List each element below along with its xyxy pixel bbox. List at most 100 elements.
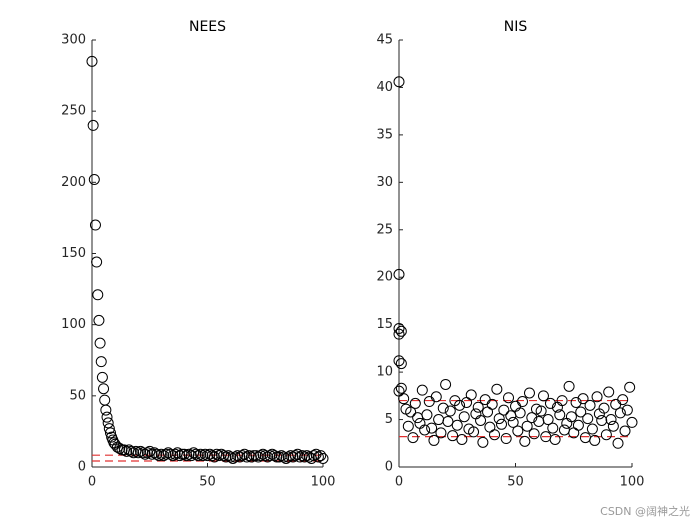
marker [95, 356, 107, 368]
marker [605, 414, 617, 426]
marker [556, 395, 568, 407]
marker [236, 450, 248, 462]
marker [442, 415, 454, 427]
marker [437, 402, 449, 414]
marker [626, 416, 638, 428]
y-tick-label: 0 [78, 460, 86, 475]
marker [259, 450, 271, 462]
marker [393, 328, 405, 340]
marker [160, 448, 172, 460]
marker [519, 435, 531, 447]
marker [181, 450, 193, 462]
marker [444, 405, 456, 417]
y-tick-label: 15 [376, 317, 393, 332]
marker [535, 405, 547, 417]
marker [456, 433, 468, 445]
y-tick-label: 40 [376, 80, 393, 95]
marker [421, 409, 433, 421]
marker [496, 418, 508, 430]
marker [393, 268, 405, 280]
x-tick-label: 100 [620, 475, 645, 490]
y-tick-label: 20 [376, 270, 393, 285]
x-tick-label: 50 [199, 475, 216, 490]
marker [472, 401, 484, 413]
marker [409, 397, 421, 409]
marker [570, 396, 582, 408]
marker [271, 451, 283, 463]
marker [617, 394, 629, 406]
marker [398, 393, 410, 405]
marker [87, 119, 99, 131]
marker [92, 289, 104, 301]
marker [435, 427, 447, 439]
y-tick-label: 30 [376, 175, 393, 190]
marker [268, 450, 280, 462]
chart-title: NIS [504, 19, 528, 35]
marker [174, 450, 186, 462]
marker [292, 448, 304, 460]
marker [141, 447, 153, 459]
marker [584, 399, 596, 411]
marker [465, 389, 477, 401]
marker [542, 414, 554, 426]
marker [202, 450, 213, 462]
marker [514, 407, 526, 419]
marker [169, 448, 181, 460]
marker [98, 383, 110, 395]
marker [612, 437, 624, 449]
marker [165, 448, 177, 460]
marker [206, 450, 218, 462]
watermark: CSDN @阔神之光 [600, 504, 690, 518]
marker [440, 378, 452, 390]
y-tick-label: 0 [385, 460, 393, 475]
marker [264, 450, 276, 462]
marker [447, 430, 459, 442]
marker [537, 390, 549, 402]
marker [475, 415, 487, 427]
marker [428, 434, 440, 446]
marker [598, 402, 610, 414]
marker [93, 314, 105, 326]
y-tick-label: 300 [61, 33, 86, 48]
marker [603, 386, 615, 398]
marker [589, 434, 601, 446]
marker [232, 450, 244, 462]
marker [572, 419, 584, 431]
marker [132, 447, 144, 459]
marker [407, 432, 419, 444]
marker [197, 450, 209, 462]
y-tick-label: 10 [376, 365, 393, 380]
marker [491, 383, 503, 395]
marker [255, 450, 267, 462]
marker [554, 409, 566, 421]
marker [544, 397, 556, 409]
marker [549, 433, 561, 445]
marker [426, 422, 438, 434]
marker [192, 450, 204, 462]
marker [503, 392, 515, 404]
marker [530, 403, 542, 415]
marker [312, 451, 324, 463]
marker [458, 411, 470, 423]
marker [208, 451, 220, 463]
marker [395, 358, 407, 370]
marker [104, 427, 116, 439]
marker [512, 425, 524, 437]
marker [94, 337, 106, 349]
marker [430, 391, 442, 403]
marker [185, 450, 197, 462]
marker [498, 404, 510, 416]
marker [468, 426, 480, 438]
marker [575, 406, 587, 418]
marker [183, 448, 195, 460]
marker [586, 423, 598, 435]
marker [621, 404, 633, 416]
marker [116, 444, 128, 456]
marker [299, 451, 311, 463]
marker [454, 399, 466, 411]
x-tick-label: 0 [88, 475, 96, 490]
marker [526, 412, 538, 424]
marker [195, 448, 207, 460]
marker [128, 447, 140, 459]
